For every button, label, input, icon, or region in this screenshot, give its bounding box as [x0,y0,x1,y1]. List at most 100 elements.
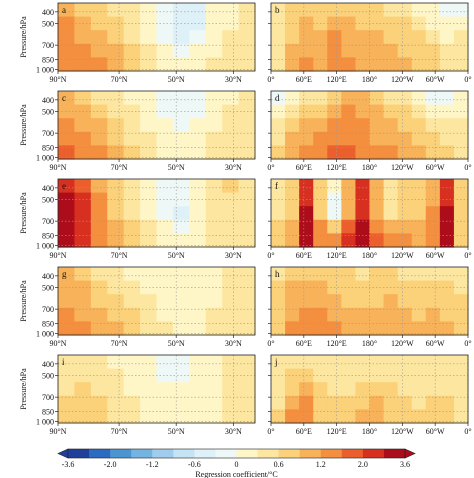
x-tick-label: 50°N [168,75,185,84]
heat-cell [156,179,174,194]
heat-cell [156,104,174,119]
heat-cell [369,57,385,72]
panel-label: c [62,93,66,103]
y-tick-label: 400 [42,184,54,193]
heat-cell [425,382,441,397]
heat-cell [383,219,399,234]
heat-cell [172,91,190,106]
heat-cell [74,395,92,410]
y-tick-label: 400 [42,96,54,105]
heat-cell [172,382,190,397]
heat-cell [355,280,371,295]
heat-cell [425,131,441,146]
heat-cell [123,368,141,383]
heat-cell [58,104,76,119]
heat-cell [411,16,427,31]
heat-cell [327,57,342,72]
heat-cell [327,395,342,410]
heat-cell [369,368,385,383]
heat-cell [123,307,141,322]
heat-cell [90,307,108,322]
colorbar-title: Regression coefficient/°C [195,470,277,478]
heat-cell [222,179,240,194]
heat-cell [189,395,207,410]
heat-cell [425,179,441,194]
colorbar-tick-label: 3.6 [400,460,410,469]
heat-cell [397,131,413,146]
heat-cell [369,16,385,31]
colorbar-swatch [278,449,301,458]
heat-cell [383,206,399,221]
heat-cell [383,233,399,248]
heat-cell [238,145,256,160]
heat-cell [238,30,256,45]
heat-cell [285,382,300,397]
heat-cell [355,368,371,383]
heat-cell [425,307,441,322]
colorbar-tick-label: -0.6 [188,460,201,469]
heat-cell [397,355,413,370]
x-tick-label: 90°N [50,75,67,84]
x-tick-label: 0° [464,339,471,348]
heat-cell [453,233,469,248]
heat-cell [140,43,158,58]
y-axis-label: Pressure/hPa [19,368,28,410]
heat-cell [107,43,125,58]
heat-cell [425,16,441,31]
heat-cell [172,294,190,309]
panel-a: a 400 500 700 850 1 000 Pressure/hPa 90°N 70°N 50… [19,2,256,84]
heat-cell [238,355,256,370]
heat-cell [355,30,371,45]
heat-cell [172,145,190,160]
heat-cell [285,395,300,410]
heat-cell [58,368,76,383]
heat-cell [205,192,223,207]
heat-cell [123,321,141,336]
heat-cell [411,179,427,194]
y-tick-label: 850 [42,55,54,64]
heat-cell [271,267,286,282]
heat-cell [238,233,256,248]
heat-cell [222,192,240,207]
heat-cell [397,280,413,295]
heat-cell [313,409,328,424]
heat-cell [156,294,174,309]
x-tick-label: 0° [464,75,471,84]
colorbar-swatch [320,449,343,458]
heat-cell [58,206,76,221]
y-tick-label: 1 000 [36,330,54,339]
heat-cell [425,395,441,410]
heat-cell [172,192,190,207]
heat-cell [58,355,76,370]
heat-cell [238,267,256,282]
heat-cell [383,91,399,106]
heat-cell [425,294,441,309]
colorbar-swatch [131,449,153,458]
panel-f: f 0° 60°E 120°E 180° 120°W 60°W 0° [267,178,472,260]
heat-cell [285,91,300,106]
heat-cell [140,280,158,295]
x-tick-label: 60°W [426,163,445,172]
heat-cell [140,91,158,106]
heat-cell [189,179,207,194]
heat-cell [411,267,427,282]
panel-b: b 0° 60°E 120°E 180° 120°W 60°W 0° [267,2,472,84]
heat-cell [58,280,76,295]
x-tick-label: 0° [464,427,471,436]
heat-cell [156,118,174,133]
heat-cell [383,368,399,383]
heat-cell [439,321,455,336]
heat-cell [238,307,256,322]
heat-cell [205,233,223,248]
heat-cell [453,118,469,133]
heat-cell [369,118,385,133]
x-tick-label: 60°W [426,427,445,436]
heat-cell [271,16,286,31]
heat-cell [107,267,125,282]
heat-cell [107,395,125,410]
heat-cell [123,145,141,160]
heat-cell [172,16,190,31]
heat-cell [285,179,300,194]
panel-i: i 400 500 700 850 1 000 Pressure/hPa 90°N 70°N 50… [19,354,256,436]
heat-cell [327,368,342,383]
